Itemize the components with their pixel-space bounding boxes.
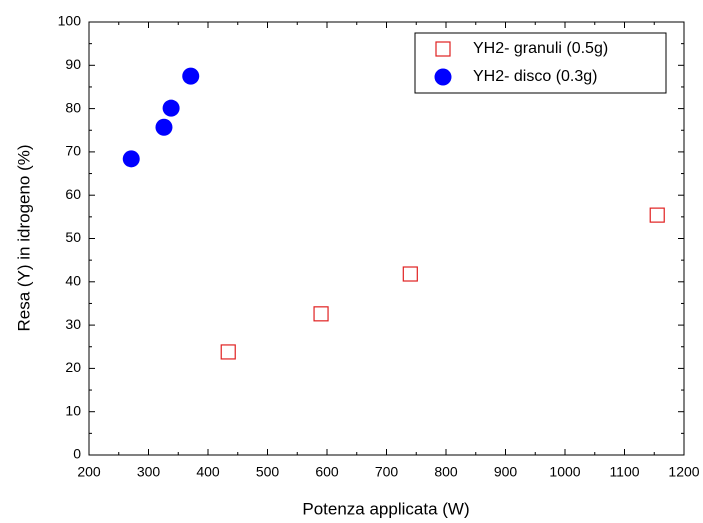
legend-box	[414, 32, 667, 94]
x-axis-label: Potenza applicata (W)	[302, 499, 469, 518]
y-tick-label: 0	[73, 446, 81, 462]
circle-marker	[162, 99, 180, 117]
x-tick-label: 700	[375, 464, 399, 480]
x-tick-label: 300	[137, 464, 161, 480]
square-marker	[313, 306, 329, 322]
circle-marker	[155, 118, 173, 136]
y-tick-label: 60	[65, 186, 81, 202]
y-tick-label: 40	[65, 273, 81, 289]
y-tick-label: 80	[65, 99, 81, 115]
legend-text: YH2- disco (0.3g)	[473, 68, 598, 85]
x-tick-label: 600	[315, 464, 339, 480]
y-tick-label: 100	[58, 13, 82, 29]
circle-marker	[122, 150, 140, 168]
x-tick-label: 500	[256, 464, 280, 480]
circle-marker	[182, 67, 200, 85]
x-tick-label: 1200	[668, 464, 699, 480]
y-tick-label: 50	[65, 229, 81, 245]
x-tick-label: 900	[494, 464, 518, 480]
y-tick-label: 20	[65, 359, 81, 375]
square-marker	[220, 344, 236, 360]
y-tick-label: 70	[65, 143, 81, 159]
x-tick-label: 1100	[609, 464, 639, 480]
square-marker	[435, 41, 451, 57]
square-marker	[402, 266, 418, 282]
x-tick-label: 400	[196, 464, 220, 480]
y-axis-label: Resa (Y) in idrogeno (%)	[14, 144, 33, 331]
square-marker	[649, 207, 665, 223]
y-tick-label: 30	[65, 316, 81, 332]
x-tick-label: 200	[77, 464, 101, 480]
x-tick-label: 800	[434, 464, 458, 480]
y-tick-label: 90	[65, 56, 81, 72]
x-tick-label: 1000	[549, 464, 580, 480]
y-tick-label: 10	[65, 402, 81, 418]
circle-marker	[434, 68, 452, 86]
legend-text: YH2- granuli (0.5g)	[473, 40, 608, 57]
